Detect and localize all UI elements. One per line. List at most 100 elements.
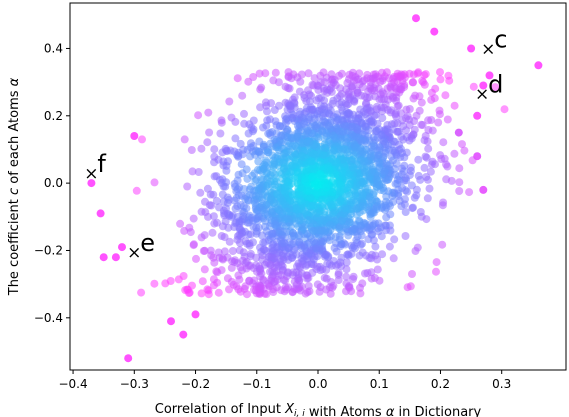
scatter-point: [324, 121, 333, 130]
scatter-point: [238, 91, 247, 100]
scatter-point: [234, 271, 243, 280]
scatter-point: [300, 207, 309, 216]
scatter-point: [416, 175, 425, 184]
scatter-point: [296, 216, 305, 225]
scatter-point: [304, 216, 313, 225]
scatter-point: [340, 111, 348, 119]
scatter-point: [246, 143, 255, 152]
scatter-point: [204, 290, 213, 299]
scatter-point: [294, 231, 303, 240]
scatter-point: [231, 134, 240, 143]
scatter-point: [441, 91, 450, 100]
scatter-point: [370, 274, 379, 282]
scatter-point: [150, 279, 159, 288]
scatter-point: [292, 280, 301, 289]
scatter-point: [208, 228, 217, 237]
scatter-point: [297, 243, 306, 252]
scatter-point: [426, 167, 435, 176]
scatter-point: [344, 250, 353, 259]
scatter-point: [292, 158, 301, 167]
scatter-point: [383, 161, 392, 170]
scatter-point: [373, 119, 382, 128]
scatter-point: [381, 148, 390, 157]
scatter-point: [257, 269, 266, 278]
scatter-point: [383, 121, 392, 129]
scatter-point: [342, 272, 351, 281]
scatter-point: [252, 227, 261, 236]
y-tick-label: −0.2: [34, 243, 63, 257]
scatter-point: [369, 220, 378, 229]
scatter-point: [259, 276, 268, 285]
scatter-point: [319, 109, 328, 118]
scatter-point: [218, 222, 227, 231]
scatter-point: [203, 184, 212, 193]
scatter-point: [210, 145, 219, 154]
scatter-point: [372, 102, 381, 111]
scatter-point: [248, 279, 257, 288]
scatter-point: [391, 109, 400, 118]
scatter-point: [424, 144, 433, 153]
scatter-point-outlier: [473, 152, 482, 161]
scatter-point: [272, 129, 281, 138]
scatter-point: [343, 183, 352, 192]
scatter-point: [423, 175, 432, 184]
scatter-point: [382, 213, 391, 222]
annotations: ×c×d×f×e: [84, 25, 507, 263]
scatter-point: [450, 149, 459, 158]
scatter-point: [427, 160, 436, 169]
scatter-point: [405, 121, 414, 129]
scatter-point: [260, 142, 268, 151]
scatter-point: [245, 239, 254, 248]
scatter-point: [282, 207, 291, 216]
scatter-point: [353, 88, 362, 97]
scatter-point: [401, 174, 410, 183]
scatter-point: [288, 142, 297, 151]
scatter-point: [320, 78, 329, 87]
scatter-point: [358, 202, 367, 211]
scatter-point: [360, 92, 369, 101]
scatter-point: [336, 84, 345, 93]
scatter-point: [259, 245, 268, 254]
scatter-point: [326, 166, 335, 175]
scatter-point: [213, 218, 221, 227]
scatter-point: [304, 69, 313, 78]
scatter-point: [240, 109, 248, 118]
scatter-point: [242, 204, 251, 213]
scatter-point: [312, 245, 320, 253]
scatter-point: [303, 126, 312, 135]
scatter-point: [423, 194, 432, 203]
scatter-point: [270, 177, 279, 186]
scatter-point: [221, 144, 230, 153]
scatter-point: [342, 258, 351, 267]
scatter-point: [384, 187, 393, 196]
scatter-point: [432, 267, 440, 276]
scatter-point: [200, 265, 209, 274]
scatter-point: [400, 153, 409, 162]
scatter-point: [255, 69, 264, 78]
scatter-point: [263, 148, 272, 157]
data-points: [87, 14, 543, 363]
scatter-point: [408, 270, 416, 278]
scatter-point: [277, 271, 286, 279]
scatter-point: [242, 264, 251, 273]
scatter-point: [436, 68, 444, 77]
scatter-point: [335, 127, 343, 135]
scatter-point: [294, 190, 303, 199]
scatter-point: [180, 135, 189, 144]
scatter-point: [358, 136, 367, 145]
scatter-point: [313, 120, 322, 129]
scatter-point-outlier: [87, 179, 96, 188]
scatter-point: [237, 229, 246, 238]
scatter-point: [256, 103, 265, 112]
scatter-point: [395, 196, 404, 205]
scatter-point: [417, 120, 426, 129]
scatter-point: [250, 169, 259, 178]
scatter-point: [189, 241, 198, 250]
scatter-point: [435, 110, 444, 119]
scatter-point: [434, 118, 443, 127]
scatter-point: [249, 73, 258, 81]
scatter-point: [329, 209, 338, 218]
scatter-point: [321, 251, 330, 260]
scatter-point: [425, 184, 434, 193]
